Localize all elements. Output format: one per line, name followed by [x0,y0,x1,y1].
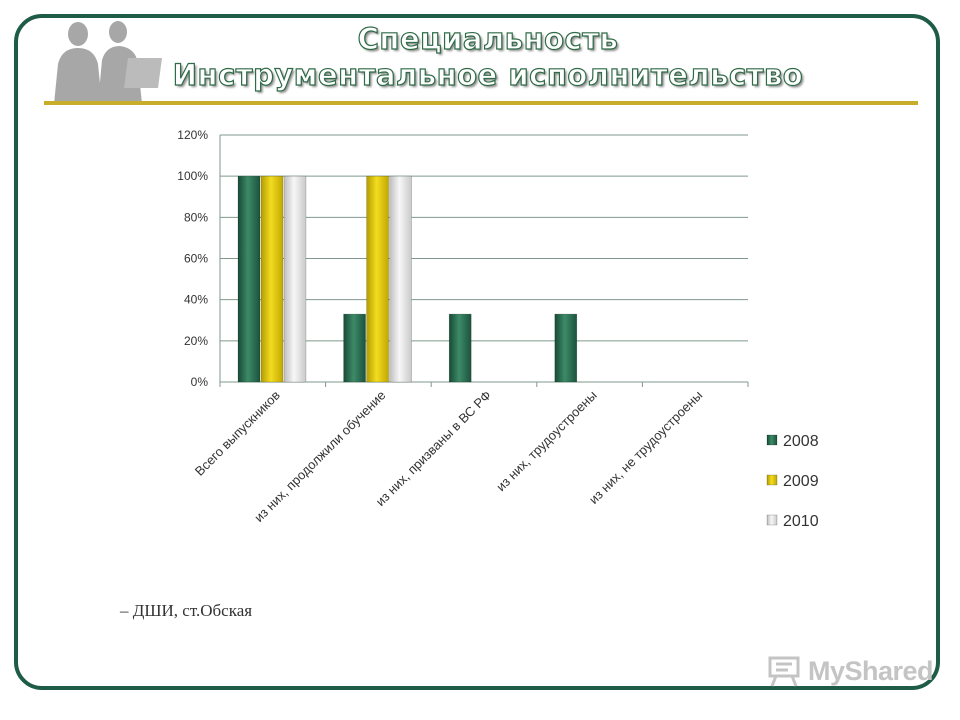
bar-2008 [554,313,578,383]
footnote: – ДШИ, ст.Обская [120,601,253,620]
business-people-icon [54,21,162,104]
legend-label-2009: 2009 [783,473,819,490]
bar-2008 [343,313,366,383]
legend-label-2008: 2008 [783,433,819,450]
x-category-label: из них, призваны в ВС РФ [373,387,495,509]
bar-2008 [237,175,261,383]
myshared-logo: MyShared [766,655,934,687]
x-category-label: Всего выпускников [192,387,283,478]
legend-swatch-2009 [766,474,778,486]
page-title-line2: Инструментальное исполнительство [172,57,804,92]
x-category-label: из них, трудоустроены [493,388,600,495]
presentation-board-icon [768,656,800,687]
bar-2010 [389,175,412,383]
bar-2010 [283,175,307,383]
y-tick-label: 60% [184,252,208,266]
legend-swatch-2010 [766,514,778,526]
bar-2009 [260,175,284,383]
x-category-label: из них, не трудоустроены [586,388,705,507]
y-tick-label: 0% [191,375,209,389]
legend-label-2010: 2010 [783,513,819,530]
y-tick-label: 120% [177,128,208,142]
title-underline [44,101,918,105]
y-tick-label: 40% [184,293,208,307]
logo-text: MyShared [808,655,934,686]
y-tick-label: 100% [177,169,208,183]
page-title-line1: Специальность [357,21,619,56]
y-tick-label: 80% [184,210,208,224]
bar-2008 [448,313,472,383]
legend-swatch-2008 [766,434,778,446]
bar-2009 [366,175,389,383]
slide-frame [14,14,940,690]
y-tick-label: 20% [184,334,208,348]
